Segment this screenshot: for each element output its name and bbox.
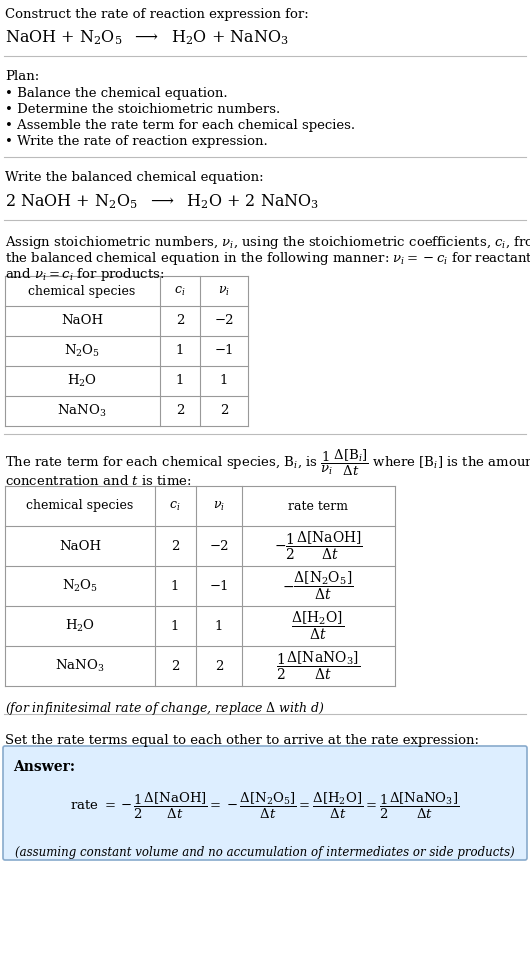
Text: The rate term for each chemical species, B$_i$, is $\dfrac{1}{\nu_i}\dfrac{\Delt: The rate term for each chemical species,…	[5, 448, 530, 478]
Text: Write the balanced chemical equation:: Write the balanced chemical equation:	[5, 171, 263, 184]
Text: rate $= -\dfrac{1}{2}\dfrac{\Delta[\mathrm{NaOH}]}{\Delta t} = -\dfrac{\Delta[\m: rate $= -\dfrac{1}{2}\dfrac{\Delta[\math…	[70, 791, 460, 821]
Text: • Determine the stoichiometric numbers.: • Determine the stoichiometric numbers.	[5, 103, 280, 116]
Text: 1: 1	[176, 375, 184, 387]
Text: Construct the rate of reaction expression for:: Construct the rate of reaction expressio…	[5, 8, 309, 21]
Text: $c_i$: $c_i$	[174, 284, 186, 298]
Text: $-\dfrac{\Delta[\mathrm{N_2O_5}]}{\Delta t}$: $-\dfrac{\Delta[\mathrm{N_2O_5}]}{\Delta…	[282, 570, 354, 602]
Text: Set the rate terms equal to each other to arrive at the rate expression:: Set the rate terms equal to each other t…	[5, 734, 479, 747]
Text: $\dfrac{\Delta[\mathrm{H_2O}]}{\Delta t}$: $\dfrac{\Delta[\mathrm{H_2O}]}{\Delta t}…	[292, 610, 344, 642]
Text: (for infinitesimal rate of change, replace $\Delta$ with $d$): (for infinitesimal rate of change, repla…	[5, 700, 325, 717]
Text: NaOH: NaOH	[61, 314, 103, 328]
Text: H$_2$O: H$_2$O	[67, 373, 97, 389]
Text: −2: −2	[214, 314, 234, 328]
Text: 1: 1	[220, 375, 228, 387]
Text: 1: 1	[176, 345, 184, 357]
Text: N$_2$O$_5$: N$_2$O$_5$	[64, 343, 100, 359]
Text: 2: 2	[220, 404, 228, 418]
Text: NaNO$_3$: NaNO$_3$	[55, 658, 104, 674]
Text: $\nu_i$: $\nu_i$	[213, 500, 225, 512]
FancyBboxPatch shape	[3, 746, 527, 860]
Text: 2: 2	[176, 404, 184, 418]
Text: N$_2$O$_5$: N$_2$O$_5$	[62, 578, 98, 594]
Text: NaNO$_3$: NaNO$_3$	[57, 403, 107, 419]
Text: 2: 2	[215, 660, 223, 672]
Text: chemical species: chemical species	[29, 284, 136, 298]
Text: Assign stoichiometric numbers, $\nu_i$, using the stoichiometric coefficients, $: Assign stoichiometric numbers, $\nu_i$, …	[5, 234, 530, 251]
Text: concentration and $t$ is time:: concentration and $t$ is time:	[5, 474, 191, 488]
Text: rate term: rate term	[288, 500, 348, 512]
Text: H$_2$O: H$_2$O	[65, 618, 95, 634]
Text: • Balance the chemical equation.: • Balance the chemical equation.	[5, 87, 227, 100]
Text: $\dfrac{1}{2}\dfrac{\Delta[\mathrm{NaNO_3}]}{\Delta t}$: $\dfrac{1}{2}\dfrac{\Delta[\mathrm{NaNO_…	[276, 650, 360, 682]
Text: Plan:: Plan:	[5, 70, 39, 83]
Text: NaOH + N$_2$O$_5$  $\longrightarrow$  H$_2$O + NaNO$_3$: NaOH + N$_2$O$_5$ $\longrightarrow$ H$_2…	[5, 28, 289, 47]
Text: • Assemble the rate term for each chemical species.: • Assemble the rate term for each chemic…	[5, 119, 355, 132]
Text: (assuming constant volume and no accumulation of intermediates or side products): (assuming constant volume and no accumul…	[15, 846, 515, 859]
Text: 2: 2	[176, 314, 184, 328]
Text: −1: −1	[214, 345, 234, 357]
Text: $\nu_i$: $\nu_i$	[218, 284, 230, 298]
Text: and $\nu_i = c_i$ for products:: and $\nu_i = c_i$ for products:	[5, 266, 164, 283]
Text: the balanced chemical equation in the following manner: $\nu_i = -c_i$ for react: the balanced chemical equation in the fo…	[5, 250, 530, 267]
Text: 2: 2	[171, 660, 179, 672]
Text: NaOH: NaOH	[59, 540, 101, 552]
Text: Answer:: Answer:	[13, 760, 75, 774]
Text: $c_i$: $c_i$	[169, 500, 181, 512]
Text: 2: 2	[171, 540, 179, 552]
Text: chemical species: chemical species	[26, 500, 134, 512]
Text: 2 NaOH + N$_2$O$_5$  $\longrightarrow$  H$_2$O + 2 NaNO$_3$: 2 NaOH + N$_2$O$_5$ $\longrightarrow$ H$…	[5, 192, 319, 211]
Text: 1: 1	[171, 580, 179, 592]
Text: $-\dfrac{1}{2}\dfrac{\Delta[\mathrm{NaOH}]}{\Delta t}$: $-\dfrac{1}{2}\dfrac{\Delta[\mathrm{NaOH…	[273, 530, 363, 562]
Text: −1: −1	[209, 580, 229, 592]
Text: • Write the rate of reaction expression.: • Write the rate of reaction expression.	[5, 135, 268, 148]
Text: −2: −2	[209, 540, 229, 552]
Text: 1: 1	[215, 620, 223, 632]
Text: 1: 1	[171, 620, 179, 632]
